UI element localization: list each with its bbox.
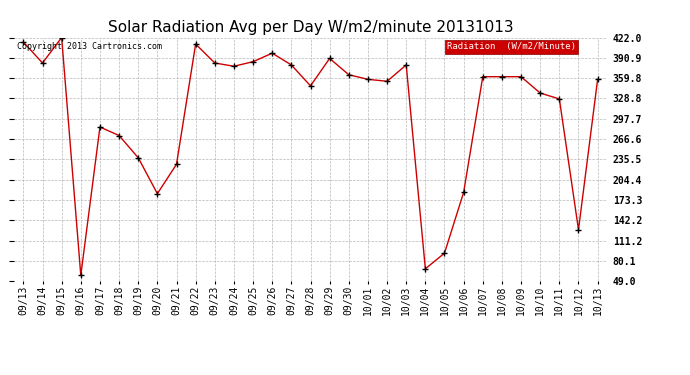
Text: Copyright 2013 Cartronics.com: Copyright 2013 Cartronics.com (17, 42, 161, 51)
Title: Solar Radiation Avg per Day W/m2/minute 20131013: Solar Radiation Avg per Day W/m2/minute … (108, 20, 513, 35)
Text: Radiation  (W/m2/Minute): Radiation (W/m2/Minute) (447, 42, 576, 51)
